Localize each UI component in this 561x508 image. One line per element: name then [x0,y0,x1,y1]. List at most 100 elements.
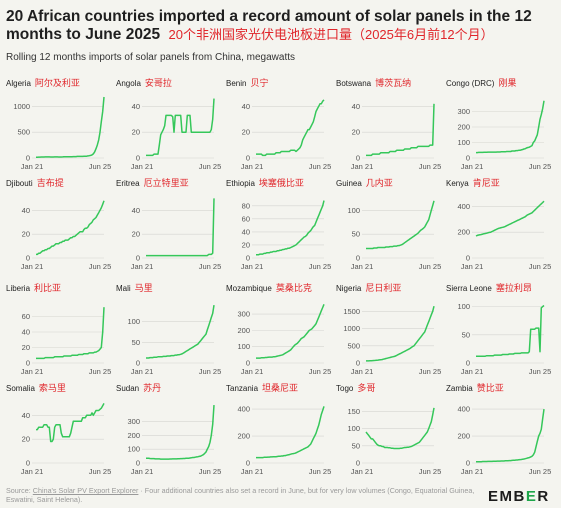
x-tick-label-end: Jun 25 [419,162,442,171]
panel-eritrea: Eritrea 厄立特里亚 0 20 40 Jan 21 Jun 25 [116,177,221,271]
panel-benin: Benin 贝宁 0 20 40 Jan 21 Jun 25 [226,77,331,171]
panel-title-angola: Angola 安哥拉 [116,77,172,88]
y-tick-label: 200 [457,432,470,441]
country-name-zh-ethiopia: 埃塞俄比亚 [259,177,304,188]
series-line-congo-drc [476,100,545,154]
panel-liberia: Liberia 利比亚 0 20 40 60 Jan 21 Jun 25 [6,282,111,376]
series-line-kenya [475,200,545,237]
y-tick-label: 150 [347,407,360,416]
x-tick-label-end: Jun 25 [529,162,552,171]
y-tick-label: 0 [26,359,30,368]
country-name-tanzania: Tanzania [226,384,259,393]
country-name-somalia: Somalia [6,384,35,393]
y-tick-label: 100 [127,317,140,326]
y-tick-label: 40 [242,102,250,111]
y-tick-label: 100 [347,206,360,215]
panel-title-botswana: Botswana 博茨瓦纳 [336,77,411,88]
x-tick-label-end: Jun 25 [419,467,442,476]
y-tick-label: 0 [466,154,470,163]
source-prefix: Source: [6,486,33,495]
x-tick-label-end: Jun 25 [529,467,552,476]
x-tick-label-start: Jan 21 [241,367,264,376]
panel-title-nigeria: Nigeria 尼日利亚 [336,282,401,293]
panel-angola: Angola 安哥拉 0 20 40 Jan 21 Jun 25 [116,77,221,171]
country-name-togo: Togo [336,384,354,393]
y-tick-label: 0 [26,459,30,468]
x-tick-label-start: Jan 21 [461,262,484,271]
y-tick-label: 50 [132,338,140,347]
country-name-zh-mozambique: 莫桑比克 [276,282,312,293]
panel-title-ethiopia: Ethiopia 埃塞俄比亚 [226,177,304,188]
country-name-benin: Benin [226,79,246,88]
country-name-congo-drc: Congo (DRC) [446,79,495,88]
y-tick-label: 1000 [13,102,30,111]
panel-kenya: Kenya 肯尼亚 0 200 400 Jan 21 Jun 25 [446,177,551,271]
y-tick-label: 40 [352,102,360,111]
country-name-liberia: Liberia [6,284,31,293]
panel-tanzania: Tanzania 坦桑尼亚 0 200 400 Jan 21 Jun 25 [226,383,331,476]
y-tick-label: 20 [242,128,250,137]
country-name-zh-sierra-leone: 塞拉利昂 [496,282,532,293]
country-name-guinea: Guinea [336,179,362,188]
x-tick-label-end: Jun 25 [419,262,442,271]
panel-sudan: Sudan 苏丹 0 100 200 300 Jan 21 Jun 25 [116,382,221,476]
series-line-tanzania [256,406,325,459]
country-name-kenya: Kenya [446,179,469,188]
panel-title-algeria: Algeria 阿尔及利亚 [6,77,80,88]
series-line-guinea [366,200,435,250]
panel-title-somalia: Somalia 索马里 [6,382,66,393]
country-name-angola: Angola [116,79,141,88]
y-tick-label: 0 [246,254,250,263]
x-tick-label-end: Jun 25 [199,467,222,476]
x-tick-label-start: Jan 21 [21,162,44,171]
country-name-sierra-leone: Sierra Leone [446,284,492,293]
x-tick-label-end: Jun 25 [309,262,332,271]
panel-title-liberia: Liberia 利比亚 [6,282,61,293]
country-name-ethiopia: Ethiopia [226,179,255,188]
x-tick-label-end: Jun 25 [89,162,112,171]
y-tick-label: 50 [462,330,470,339]
country-name-zh-sudan: 苏丹 [143,382,161,393]
x-tick-label-start: Jan 21 [131,467,154,476]
logo-e: E [525,488,538,505]
x-tick-label-start: Jan 21 [461,162,484,171]
panel-title-kenya: Kenya 肯尼亚 [446,177,500,188]
country-name-zh-benin: 贝宁 [250,77,268,88]
x-tick-label-end: Jun 25 [419,367,442,376]
source-link[interactable]: China's Solar PV Export Explorer [32,486,139,495]
country-name-zh-kenya: 肯尼亚 [473,177,500,188]
x-tick-label-start: Jan 21 [21,262,44,271]
y-tick-label: 0 [26,154,30,163]
x-tick-label-start: Jan 21 [351,162,374,171]
panel-title-zambia: Zambia 赞比亚 [446,382,504,393]
y-tick-label: 0 [466,359,470,368]
series-line-zambia [476,408,545,463]
y-tick-label: 100 [347,424,360,433]
country-name-zh-congo-drc: 刚果 [498,78,516,88]
panel-mozambique: Mozambique 莫桑比克 0 100 200 300 Jan 21 Jun 25 [226,282,331,376]
y-tick-label: 20 [22,230,30,239]
panel-togo: Togo 多哥 0 50 100 150 Jan 21 Jun 25 [336,382,441,476]
x-tick-label-start: Jan 21 [241,262,264,271]
y-tick-label: 40 [132,206,140,215]
y-tick-label: 40 [22,206,30,215]
x-tick-label-end: Jun 25 [199,162,222,171]
series-line-mozambique [256,304,325,359]
x-tick-label-end: Jun 25 [529,367,552,376]
panel-mali: Mali 马里 0 50 100 Jan 21 Jun 25 [116,283,221,376]
y-tick-label: 0 [136,154,140,163]
y-tick-label: 200 [457,123,470,132]
country-name-zambia: Zambia [446,384,473,393]
y-tick-label: 400 [237,405,250,414]
y-tick-label: 500 [347,341,360,350]
y-tick-label: 1500 [343,307,360,316]
country-name-zh-liberia: 利比亚 [34,282,61,293]
country-name-zh-guinea: 几内亚 [366,177,393,188]
x-tick-label-start: Jan 21 [131,367,154,376]
y-tick-label: 100 [457,138,470,147]
x-tick-label-start: Jan 21 [241,467,264,476]
panel-title-mozambique: Mozambique 莫桑比克 [226,282,312,293]
y-tick-label: 100 [457,302,470,311]
panel-title-sudan: Sudan 苏丹 [116,382,161,393]
